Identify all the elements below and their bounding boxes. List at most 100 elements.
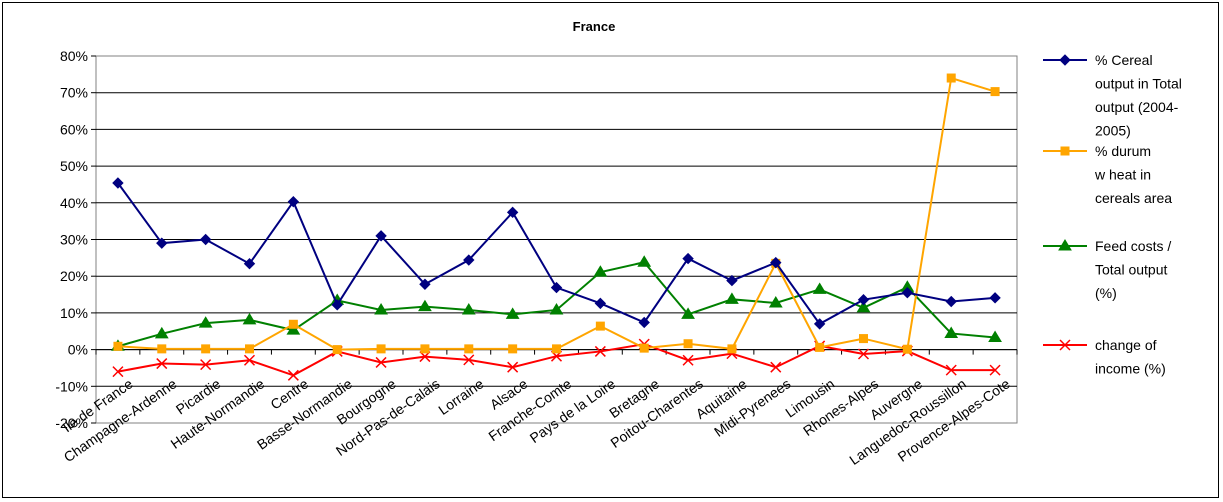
legend-item: % Cereal output in Total output (2004- 2005… — [1043, 52, 1182, 139]
data-point — [464, 344, 474, 354]
data-point — [595, 321, 605, 331]
y-tick-label: 80% — [60, 48, 88, 64]
data-point — [857, 348, 870, 360]
data-point — [200, 359, 212, 371]
legend-marker — [1060, 146, 1070, 156]
y-tick-label: -10% — [55, 378, 88, 394]
y-tick-label: 0% — [68, 342, 88, 358]
legend-label: output in Total — [1095, 76, 1182, 92]
data-point — [156, 358, 168, 370]
data-point — [946, 73, 956, 83]
legend-item: Feed costs / Total output (%) — [1043, 238, 1171, 301]
series-3 — [112, 338, 1001, 381]
y-tick-label: 50% — [60, 158, 88, 174]
data-point — [637, 255, 652, 267]
data-point — [901, 287, 914, 299]
series-0 — [112, 177, 1001, 330]
y-tick-label: 10% — [60, 305, 88, 321]
y-axis: -20% -10% 0% 10% 20% 30% 40% 50% 60% 70% 80% — [55, 48, 96, 431]
data-point — [682, 354, 694, 366]
data-point — [242, 312, 257, 325]
data-point — [156, 237, 168, 249]
legend-marker — [1058, 239, 1072, 251]
data-point — [725, 292, 739, 304]
legend: % Cereal output in Total output (2004- 2005… — [1043, 52, 1182, 377]
data-point — [463, 354, 475, 366]
data-point — [812, 282, 827, 294]
data-point — [857, 293, 870, 306]
legend-label: 2005) — [1095, 123, 1131, 139]
data-point — [505, 307, 520, 319]
data-point — [375, 230, 387, 242]
data-point — [594, 297, 607, 310]
data-point — [112, 177, 124, 189]
data-point — [112, 366, 124, 378]
series-2 — [111, 255, 1002, 351]
data-point — [856, 300, 871, 313]
data-point — [639, 343, 649, 353]
data-point — [287, 369, 299, 381]
data-point — [815, 342, 825, 352]
data-point — [770, 361, 782, 373]
data-point — [508, 344, 518, 354]
legend-marker — [1059, 54, 1071, 66]
data-point — [418, 299, 432, 312]
data-point — [594, 345, 606, 357]
data-point — [198, 316, 213, 328]
data-point — [157, 344, 167, 354]
data-point — [375, 356, 387, 368]
data-point — [113, 341, 123, 351]
data-point — [550, 281, 563, 294]
legend-label: income (%) — [1095, 361, 1166, 377]
data-point — [859, 334, 868, 344]
data-point — [463, 254, 475, 266]
data-point — [768, 296, 783, 308]
data-point — [549, 302, 564, 315]
data-point — [988, 330, 1002, 342]
data-point — [682, 252, 694, 265]
legend-label: Total output — [1095, 262, 1167, 278]
data-point — [245, 344, 254, 354]
chart-title: France — [573, 19, 616, 34]
data-point — [201, 344, 211, 354]
data-point — [199, 233, 212, 246]
legend-label: % durum — [1095, 143, 1151, 159]
legend-label: change of — [1095, 337, 1157, 353]
data-point — [506, 206, 519, 219]
legend-label: cereals area — [1095, 190, 1172, 206]
data-point — [552, 344, 561, 354]
data-point — [243, 354, 256, 366]
legend-label: % Cereal — [1095, 52, 1153, 68]
y-tick-label: 30% — [60, 232, 88, 248]
data-point — [989, 292, 1001, 304]
legend-label: output (2004- — [1095, 99, 1179, 115]
data-point — [374, 302, 388, 315]
data-point — [944, 326, 959, 338]
data-point — [154, 326, 169, 339]
data-point — [945, 295, 957, 308]
data-point — [770, 256, 782, 269]
legend-item: change of income (%) — [1043, 337, 1166, 377]
data-point — [461, 302, 476, 315]
y-tick-label: 20% — [60, 268, 88, 284]
data-point — [813, 318, 826, 330]
data-point — [638, 316, 650, 329]
data-point — [376, 344, 386, 354]
data-point — [726, 274, 738, 287]
data-point — [507, 361, 519, 373]
y-tick-label: 70% — [60, 85, 88, 101]
data-point — [419, 278, 431, 290]
y-tick-label: -20% — [55, 415, 88, 431]
y-tick-label: 60% — [60, 121, 88, 137]
data-point — [288, 319, 298, 329]
data-point — [989, 364, 1001, 376]
data-point — [243, 258, 256, 270]
legend-marker — [1059, 339, 1071, 351]
data-point — [902, 344, 912, 354]
legend-label: (%) — [1095, 285, 1117, 301]
data-point — [593, 265, 608, 277]
legend-label: Feed costs / — [1095, 238, 1171, 254]
data-point — [990, 87, 1000, 97]
series-layer — [111, 73, 1002, 381]
